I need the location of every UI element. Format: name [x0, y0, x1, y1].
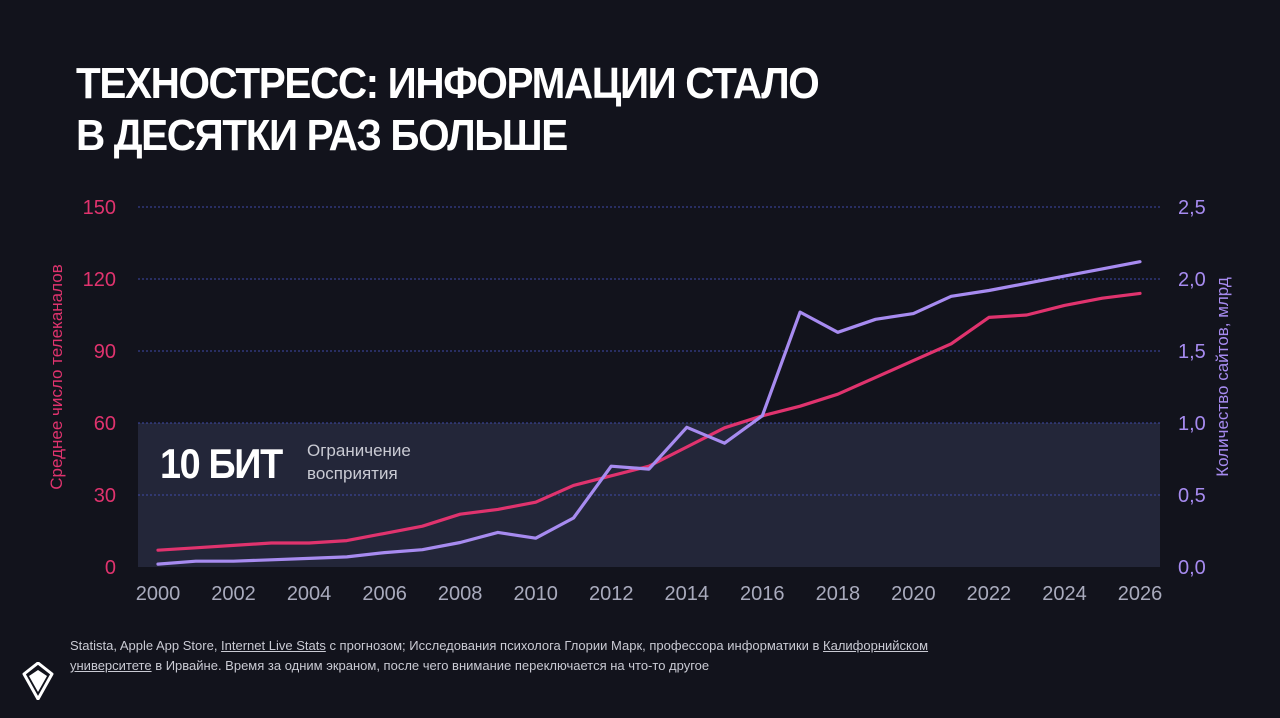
page-title: ТЕХНОСТРЕСС: ИНФОРМАЦИИ СТАЛО В ДЕСЯТКИ …	[76, 58, 820, 162]
line-chart: 0 30 60 90 120 150 0,0 0,5 1,0 1,5 2,0 2,5 2000 2002 2…	[47, 197, 1232, 605]
page-title-line-2: В ДЕСЯТКИ РАЗ БОЛЬШЕ	[76, 111, 568, 160]
band-label-big: 10 БИТ	[160, 441, 283, 487]
band-label-small-1: Ограничение	[307, 441, 411, 460]
chart-axis-layer: 0 30 60 90 120 150 0,0 0,5 1,0 1,5 2,0 2,5 2000 2002 2…	[47, 197, 1232, 605]
source-link-university[interactable]: университете	[70, 658, 152, 673]
left-axis-tick-label: 0	[105, 557, 116, 579]
x-axis-tick-label: 2006	[362, 583, 407, 605]
x-axis-tick-label: 2012	[589, 583, 634, 605]
chart-series-layer	[156, 260, 1142, 566]
x-axis-tick-label: 2016	[740, 583, 785, 605]
right-axis-tick-label: 1,5	[1178, 341, 1206, 363]
right-axis-tick-label: 0,0	[1178, 557, 1206, 579]
left-axis-tick-label: 60	[94, 413, 116, 435]
x-axis-tick-label: 2000	[136, 583, 181, 605]
page-title-line-1: ТЕХНОСТРЕСС: ИНФОРМАЦИИ СТАЛО	[76, 59, 820, 108]
x-axis-tick-label: 2022	[967, 583, 1012, 605]
left-axis-tick-label: 90	[94, 341, 116, 363]
x-axis-tick-label: 2014	[665, 583, 710, 605]
x-axis-tick-label: 2008	[438, 583, 483, 605]
x-axis-tick-label: 2004	[287, 583, 332, 605]
right-axis-tick-label: 0,5	[1178, 485, 1206, 507]
source-text-2: с прогнозом; Исследования психолога Глор…	[325, 638, 824, 653]
source-note: Statista, Apple App Store, Internet Live…	[70, 636, 1030, 676]
brand-logo-icon	[22, 662, 54, 700]
x-axis-tick-label: 2026	[1118, 583, 1163, 605]
x-axis-tick-label: 2018	[816, 583, 861, 605]
x-axis-tick-label: 2002	[211, 583, 256, 605]
band-label-small-2: восприятия	[307, 464, 398, 483]
right-axis-tick-label: 1,0	[1178, 413, 1206, 435]
left-axis-title: Среднее число телеканалов	[47, 264, 66, 489]
source-text-1: Statista, Apple App Store,	[70, 638, 222, 653]
chart-band-label-layer: 10 БИТ Ограничение восприятия	[160, 441, 411, 487]
left-axis-tick-label: 150	[83, 197, 116, 219]
source-link-california[interactable]: Калифорнийском	[823, 638, 929, 653]
x-axis-tick-label: 2024	[1042, 583, 1087, 605]
right-axis-title: Количество сайтов, млрд	[1213, 277, 1232, 477]
source-text-3: в Ирвайне. Время за одним экраном, после…	[151, 658, 710, 673]
series-line-websites	[156, 260, 1142, 566]
series-line-tv-channels	[156, 291, 1142, 552]
right-axis-tick-label: 2,0	[1178, 269, 1206, 291]
x-axis-tick-label: 2010	[513, 583, 558, 605]
left-axis-tick-label: 120	[83, 269, 116, 291]
source-link-internet-live-stats[interactable]: Internet Live Stats	[221, 638, 326, 653]
x-axis-tick-label: 2020	[891, 583, 936, 605]
left-axis-tick-label: 30	[94, 485, 116, 507]
right-axis-tick-label: 2,5	[1178, 197, 1206, 219]
